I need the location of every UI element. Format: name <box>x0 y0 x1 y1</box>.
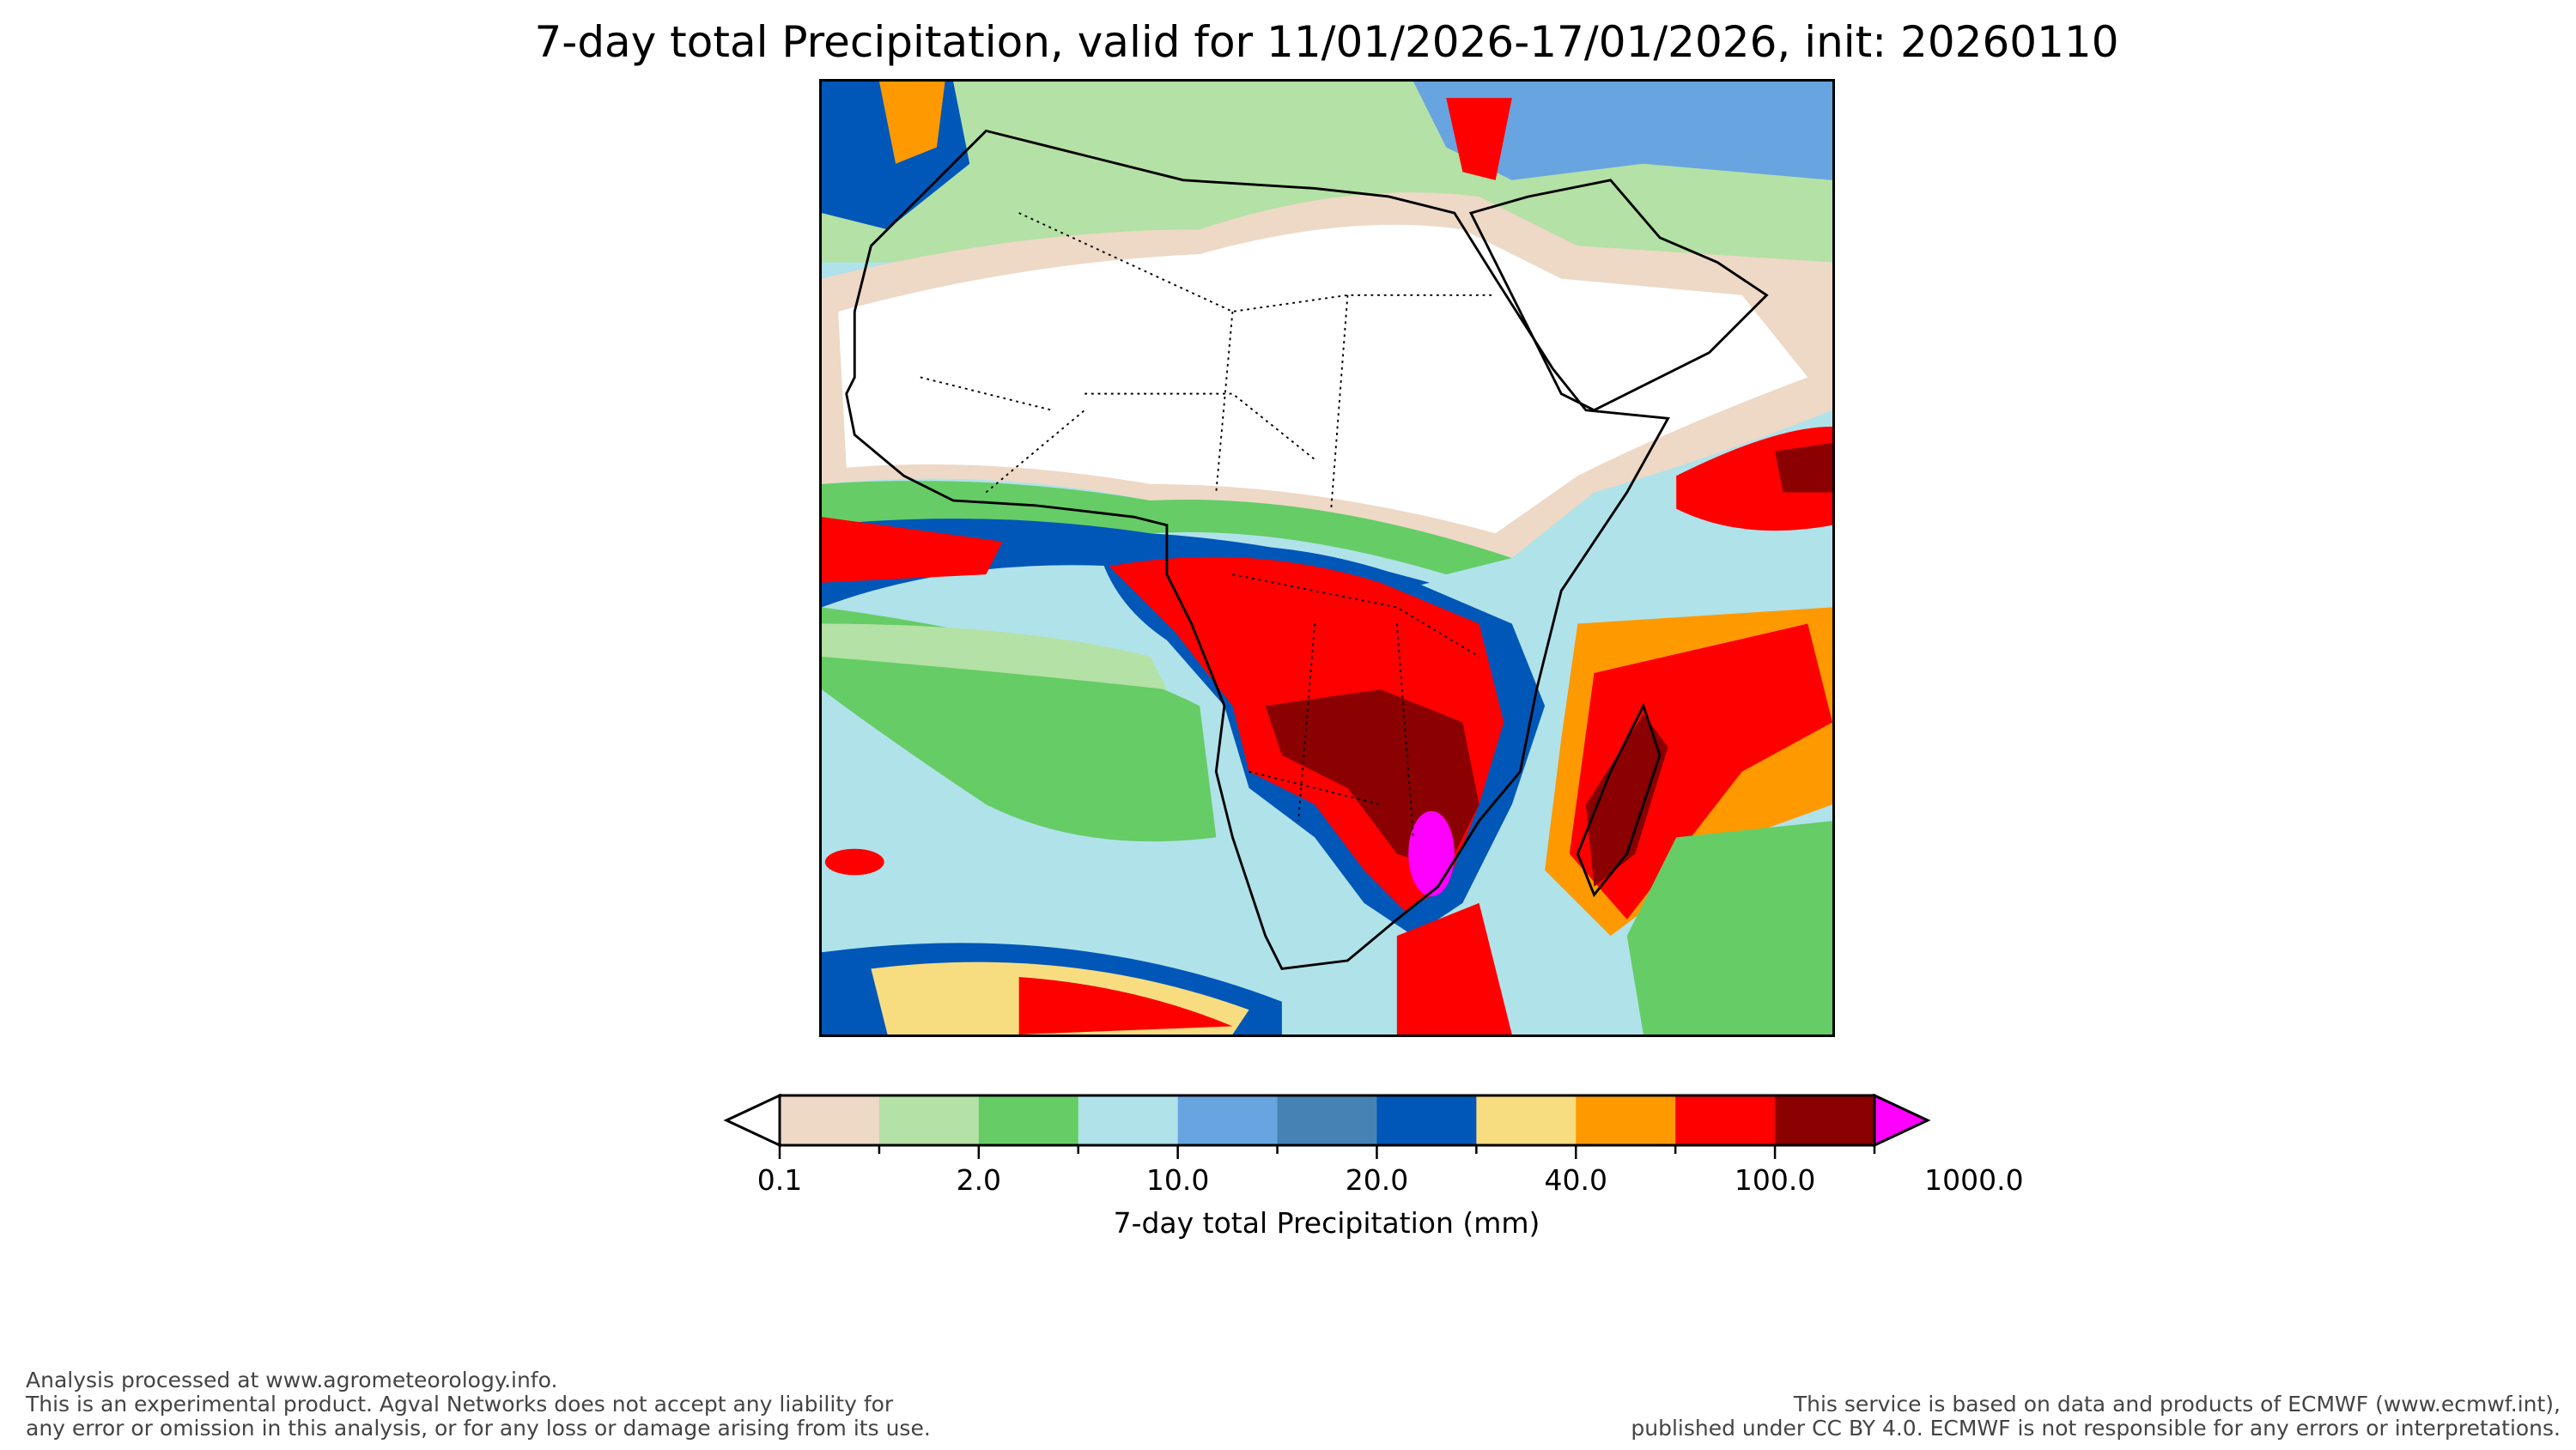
footer-line: This is an experimental product. Agval N… <box>26 1392 894 1417</box>
dry-zone <box>838 224 1808 534</box>
country-borders <box>920 212 1496 838</box>
precip-east-indian-darkred <box>1775 443 1832 493</box>
footer-disclaimer: Analysis processed at www.agrometeorolog… <box>26 1368 931 1441</box>
footer-line: This service is based on data and produc… <box>1793 1392 2561 1417</box>
colorbar-tick-label: 100.0 <box>1734 1163 1816 1197</box>
colorbar-cell <box>780 1095 880 1145</box>
colorbar <box>723 1093 1931 1159</box>
precip-se-green <box>1626 821 1832 1034</box>
precip-mozambique-channel-red <box>1396 902 1512 1034</box>
colorbar-cell <box>978 1095 1079 1145</box>
arabia-coastline <box>1468 179 1769 412</box>
colorbar-tick-label: 0.1 <box>756 1163 803 1197</box>
madagascar-coastline <box>1576 702 1662 898</box>
precip-madagascar-darkred <box>1585 713 1668 887</box>
precip-atlantic-green <box>822 607 1217 842</box>
colorbar-frame <box>778 1094 1876 1147</box>
colorbar-cell <box>1675 1095 1776 1145</box>
colorbar-cell <box>1476 1095 1577 1145</box>
colorbar-cell <box>1376 1095 1477 1145</box>
colorbar-cell <box>1277 1095 1377 1145</box>
precip-atlantic-light <box>822 623 1167 690</box>
precip-extreme-max <box>1408 810 1455 897</box>
footer-line: Analysis processed at www.agrometeorolog… <box>26 1368 558 1392</box>
precip-south-red <box>1018 977 1233 1034</box>
precipitation-map <box>819 79 1835 1037</box>
colorbar-cell <box>1078 1095 1179 1145</box>
colorbar-tick-label: 10.0 <box>1145 1163 1210 1197</box>
footer-attribution: This service is based on data and produc… <box>1631 1392 2561 1441</box>
precip-levant <box>1446 98 1512 180</box>
africa-coastline <box>845 129 1670 970</box>
colorbar-cell <box>878 1095 980 1145</box>
precip-guinea-red <box>822 517 1003 583</box>
footer-line: published under CC BY 4.0. ECMWF is not … <box>1631 1416 2561 1441</box>
precip-atlantic-cell <box>824 848 884 876</box>
colorbar-cell <box>1177 1095 1279 1145</box>
precip-ne-band <box>1413 82 1832 180</box>
chart-title: 7-day total Precipitation, valid for 11/… <box>534 17 2119 67</box>
footer-line: any error or omission in this analysis, … <box>26 1416 931 1441</box>
colorbar-tick-label: 20.0 <box>1345 1163 1409 1197</box>
colorbar-under-arrow <box>723 1093 781 1148</box>
precip-nw-moderate <box>878 82 945 164</box>
colorbar-cell <box>1775 1095 1875 1145</box>
colorbar-over-arrow <box>1873 1093 1931 1148</box>
colorbar-tick-label: 40.0 <box>1544 1163 1608 1197</box>
colorbar-tick-label: 1000.0 <box>1924 1163 2024 1197</box>
colorbar-cell <box>1576 1095 1676 1145</box>
colorbar-tick-label: 2.0 <box>956 1163 1002 1197</box>
colorbar-label: 7-day total Precipitation (mm) <box>1113 1206 1540 1240</box>
